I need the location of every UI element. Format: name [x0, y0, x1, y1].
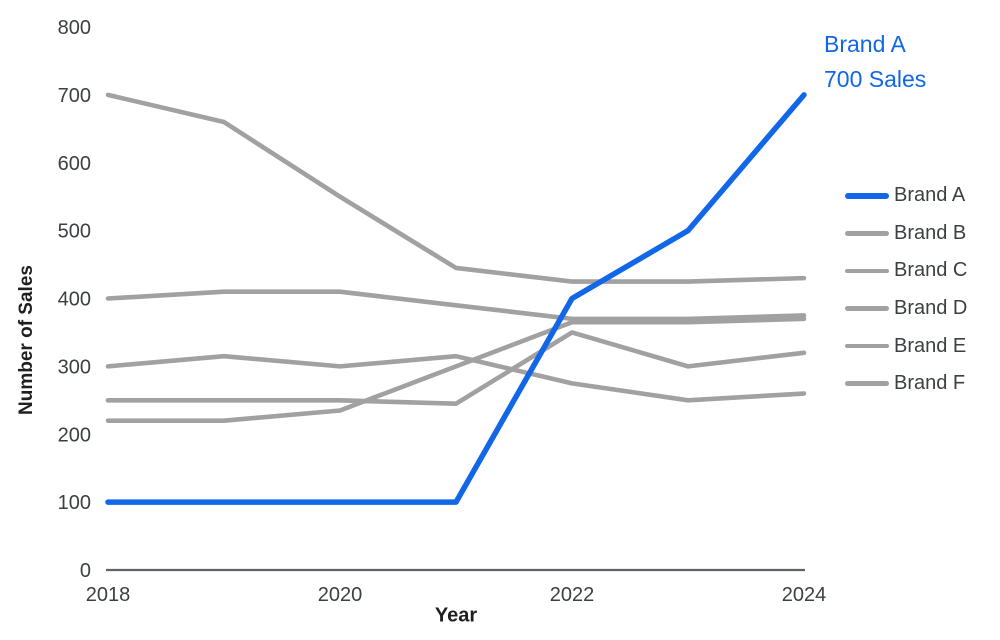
- y-tick-700: 700: [58, 85, 91, 107]
- legend-label: Brand A: [894, 184, 966, 207]
- legend-label: Brand B: [894, 221, 967, 244]
- series-line-brand-b: [105, 92, 807, 284]
- legend-swatch: [845, 268, 889, 274]
- y-tick-400: 400: [58, 289, 91, 311]
- chart-legend: Brand A Brand B Brand C Brand D Brand E Brand…: [845, 177, 967, 403]
- series-line-brand-f: [105, 316, 807, 423]
- y-tick-500: 500: [58, 221, 91, 243]
- x-tick-2018: 2018: [86, 584, 131, 606]
- y-tick-0: 0: [80, 560, 91, 582]
- y-tick-100: 100: [58, 492, 91, 514]
- annotation-line-1: Brand A: [824, 31, 906, 57]
- x-tick-2022: 2022: [550, 584, 595, 606]
- y-tick-200: 200: [58, 424, 91, 446]
- legend-swatch: [845, 343, 889, 349]
- legend-label: Brand F: [894, 372, 966, 395]
- legend-item-brand-e: Brand E: [845, 327, 967, 365]
- series-line-brand-d: [105, 353, 807, 403]
- legend-item-brand-a: Brand A: [845, 177, 967, 215]
- legend-swatch: [845, 231, 889, 236]
- series-line-brand-e: [105, 330, 807, 407]
- y-tick-300: 300: [58, 356, 91, 378]
- x-axis-title: Year: [434, 604, 478, 627]
- y-tick-600: 600: [58, 153, 91, 175]
- legend-swatch: [845, 192, 889, 199]
- series-annotation: Brand A 700 Sales: [824, 27, 926, 97]
- legend-item-brand-d: Brand D: [845, 290, 967, 328]
- legend-item-brand-b: Brand B: [845, 215, 967, 253]
- legend-item-brand-c: Brand C: [845, 252, 967, 290]
- legend-label: Brand E: [894, 334, 967, 357]
- legend-swatch: [845, 306, 889, 311]
- legend-label: Brand C: [894, 259, 968, 282]
- series-line-brand-c: [105, 289, 807, 322]
- annotation-line-2: 700 Sales: [824, 66, 927, 92]
- legend-swatch: [845, 381, 889, 387]
- legend-label: Brand D: [894, 297, 968, 320]
- y-axis-title: Number of Sales: [16, 265, 37, 415]
- legend-item-brand-f: Brand F: [845, 365, 967, 403]
- series-line-brand-a: [105, 92, 807, 505]
- y-tick-800: 800: [58, 17, 91, 39]
- x-tick-2024: 2024: [782, 584, 827, 606]
- x-tick-2020: 2020: [318, 584, 363, 606]
